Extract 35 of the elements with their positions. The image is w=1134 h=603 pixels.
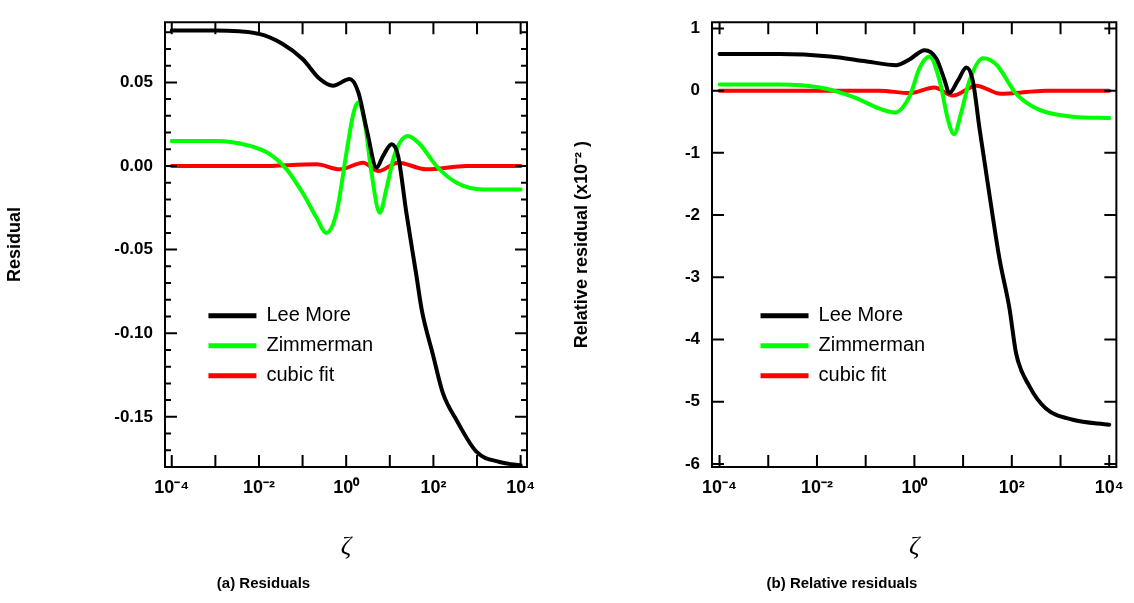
legend-label: Lee More: [266, 303, 351, 326]
y-tick-label: -2: [684, 204, 700, 224]
y-tick-label: -0.15: [114, 406, 153, 426]
x-tick-label: 10⁻⁴: [702, 476, 738, 497]
x-tick-label: 10⁻²: [242, 476, 275, 497]
x-tick-label: 10⁻²: [800, 476, 833, 497]
legend-label: cubic fit: [266, 363, 335, 386]
y-tick-label: 1: [690, 18, 700, 38]
y-axis-title: Relative residual (x10⁻² ): [570, 141, 591, 349]
legend-label: Zimmerman: [266, 333, 374, 356]
text: (a) Residuals: [216, 574, 311, 592]
legend-label: Zimmerman: [818, 333, 926, 356]
x-axis-title: ζ: [908, 531, 921, 561]
x-tick-label: 10⁴: [506, 476, 536, 497]
x-tick-label: 10⁻⁴: [154, 476, 190, 497]
x-tick-label: 10²: [420, 476, 447, 497]
x-tick-label: 10⁴: [1094, 476, 1124, 497]
y-tick-label: -6: [684, 453, 700, 473]
y-tick-label: -3: [684, 266, 700, 286]
y-tick-label: 0: [690, 80, 700, 100]
y-tick-label: -5: [684, 391, 700, 411]
legend-label: cubic fit: [818, 363, 887, 386]
x-tick-label: 10²: [998, 476, 1025, 497]
y-tick-label: -4: [684, 329, 701, 349]
text: (b) Relative residuals: [766, 574, 918, 592]
y-tick-label: -0.05: [114, 239, 153, 259]
y-tick-label: 0.00: [119, 155, 153, 175]
y-axis-title: Residual: [3, 207, 24, 283]
x-tick-label: 10⁰: [901, 476, 929, 497]
x-tick-label: 10⁰: [333, 476, 361, 497]
legend-label: Lee More: [818, 303, 904, 326]
x-axis-title: ζ: [340, 531, 353, 561]
y-tick-label: 0.05: [119, 72, 153, 92]
y-tick-label: -0.10: [114, 322, 153, 342]
y-tick-label: -1: [684, 142, 700, 162]
